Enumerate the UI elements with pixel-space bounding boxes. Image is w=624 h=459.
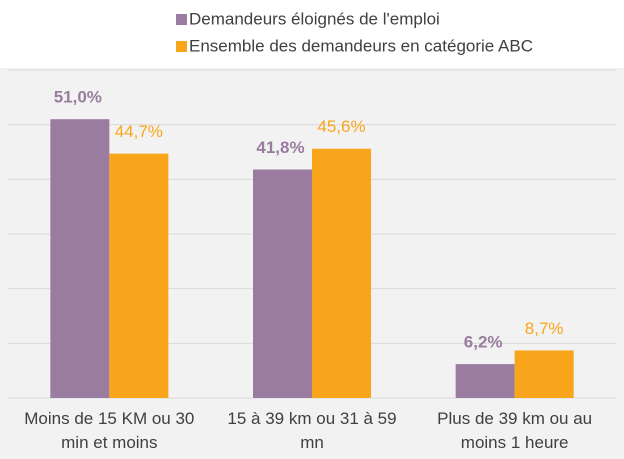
legend-swatch [176,41,187,52]
bar [253,169,312,398]
bar [109,153,169,398]
x-tick-label: Plus de 39 km ou au moins 1 heure [437,409,593,452]
value-label: 41,8% [256,138,304,157]
legend-label: Ensemble des demandeurs en catégorie ABC [189,36,533,55]
value-label: 45,6% [317,117,365,136]
value-label: 44,7% [115,122,163,141]
bar [514,350,574,398]
x-tick-label: 15 à 39 km ou 31 à 59 mn [227,409,397,452]
x-tick-label: Moins de 15 KM ou 30 min et moins [24,409,195,452]
bar [50,119,110,398]
value-label: 6,2% [464,333,503,352]
legend-label: Demandeurs éloignés de l'emploi [189,9,440,28]
value-label: 8,7% [525,319,564,338]
bar [312,148,371,398]
bar [455,364,515,398]
value-label: 51,0% [54,88,102,107]
legend-swatch [176,14,187,25]
